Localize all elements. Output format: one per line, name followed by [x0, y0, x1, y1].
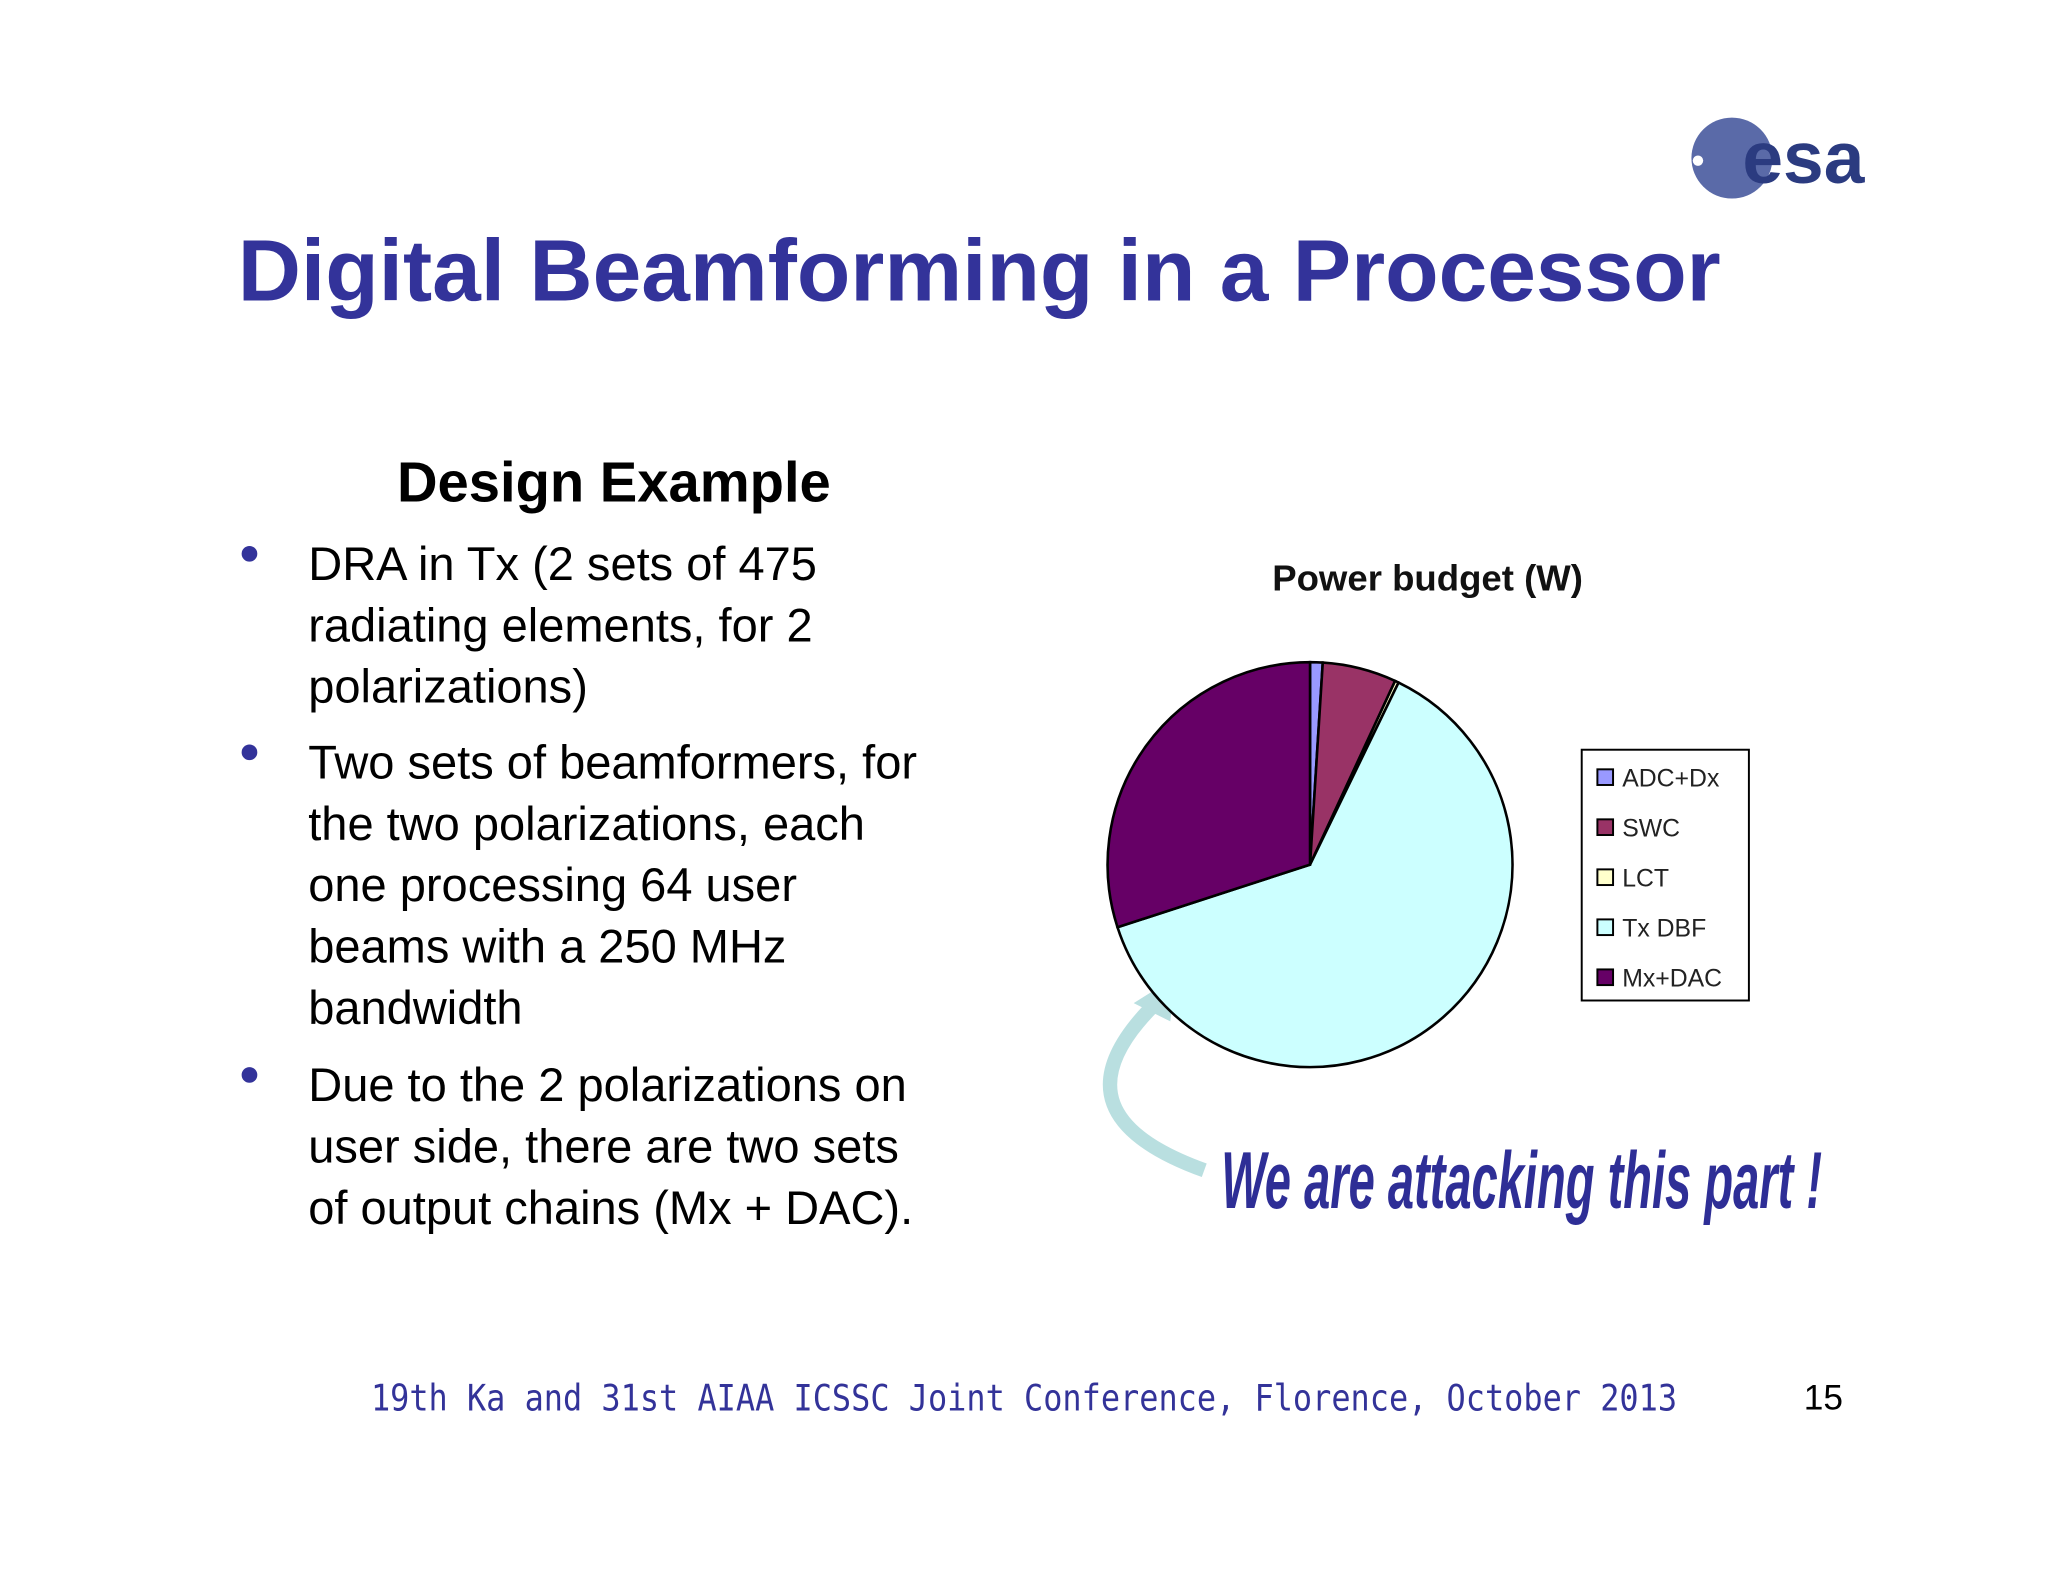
legend-swatch: [1596, 768, 1615, 786]
bullet-line: bandwidth: [308, 981, 522, 1034]
legend-label: Tx DBF: [1622, 915, 1706, 942]
logo: esa: [1691, 117, 1866, 199]
bullet-dot: [241, 744, 258, 761]
legend-swatch: [1596, 868, 1615, 887]
bullet-line: beams with a 250 MHz: [308, 920, 786, 973]
bullet-line: the two polarizations, each: [308, 797, 865, 850]
slide-title: Digital Beamforming in a Processor: [238, 221, 1721, 319]
legend-label: SWC: [1622, 815, 1680, 842]
bullet-line: polarizations): [308, 660, 588, 713]
bullet-line: DRA in Tx (2 sets of 475: [308, 537, 817, 590]
arrow: [1102, 994, 1207, 1178]
legend-label: LCT: [1622, 865, 1669, 892]
pie-slice: [1115, 680, 1514, 1069]
bullet-line: Due to the 2 polarizations on: [308, 1058, 907, 1111]
legend-swatch: [1596, 918, 1615, 937]
bullet-line: one processing 64 user: [308, 858, 797, 911]
page-number: 15: [1804, 1378, 1843, 1417]
logo-circle: [1691, 117, 1773, 199]
pie-slice: [1106, 660, 1312, 929]
bullet-dot: [241, 1067, 258, 1083]
annotation: We are attacking this part !: [1221, 1136, 1822, 1226]
bullet-dot: [241, 545, 258, 562]
legend-swatch: [1596, 818, 1615, 836]
bullet-line: Two sets of beamformers, for: [308, 735, 917, 788]
bullet-line: of output chains (Mx + DAC).: [308, 1181, 913, 1234]
logo-dot: [1692, 155, 1704, 166]
footer-text: 19th Ka and 31st AIAA ICSSC Joint Confer…: [371, 1377, 1677, 1420]
legend-swatch: [1596, 968, 1615, 987]
logo-text: esa: [1742, 118, 1865, 199]
bullet-line: user side, there are two sets: [308, 1119, 899, 1172]
legend-label: ADC+Dx: [1622, 765, 1720, 792]
chart-title: Power budget (W): [1272, 557, 1583, 598]
bullet-line: radiating elements, for 2: [308, 598, 812, 651]
section-heading: Design Example: [397, 451, 831, 514]
bullet-list: DRA in Tx (2 sets of 475 radiating elemen…: [241, 537, 917, 1234]
legend-label: Mx+DAC: [1622, 965, 1722, 992]
pie-chart: Power budget (W) ADC+Dx SWC LCT Tx DBF Mx+DAC…: [1106, 557, 1822, 1226]
